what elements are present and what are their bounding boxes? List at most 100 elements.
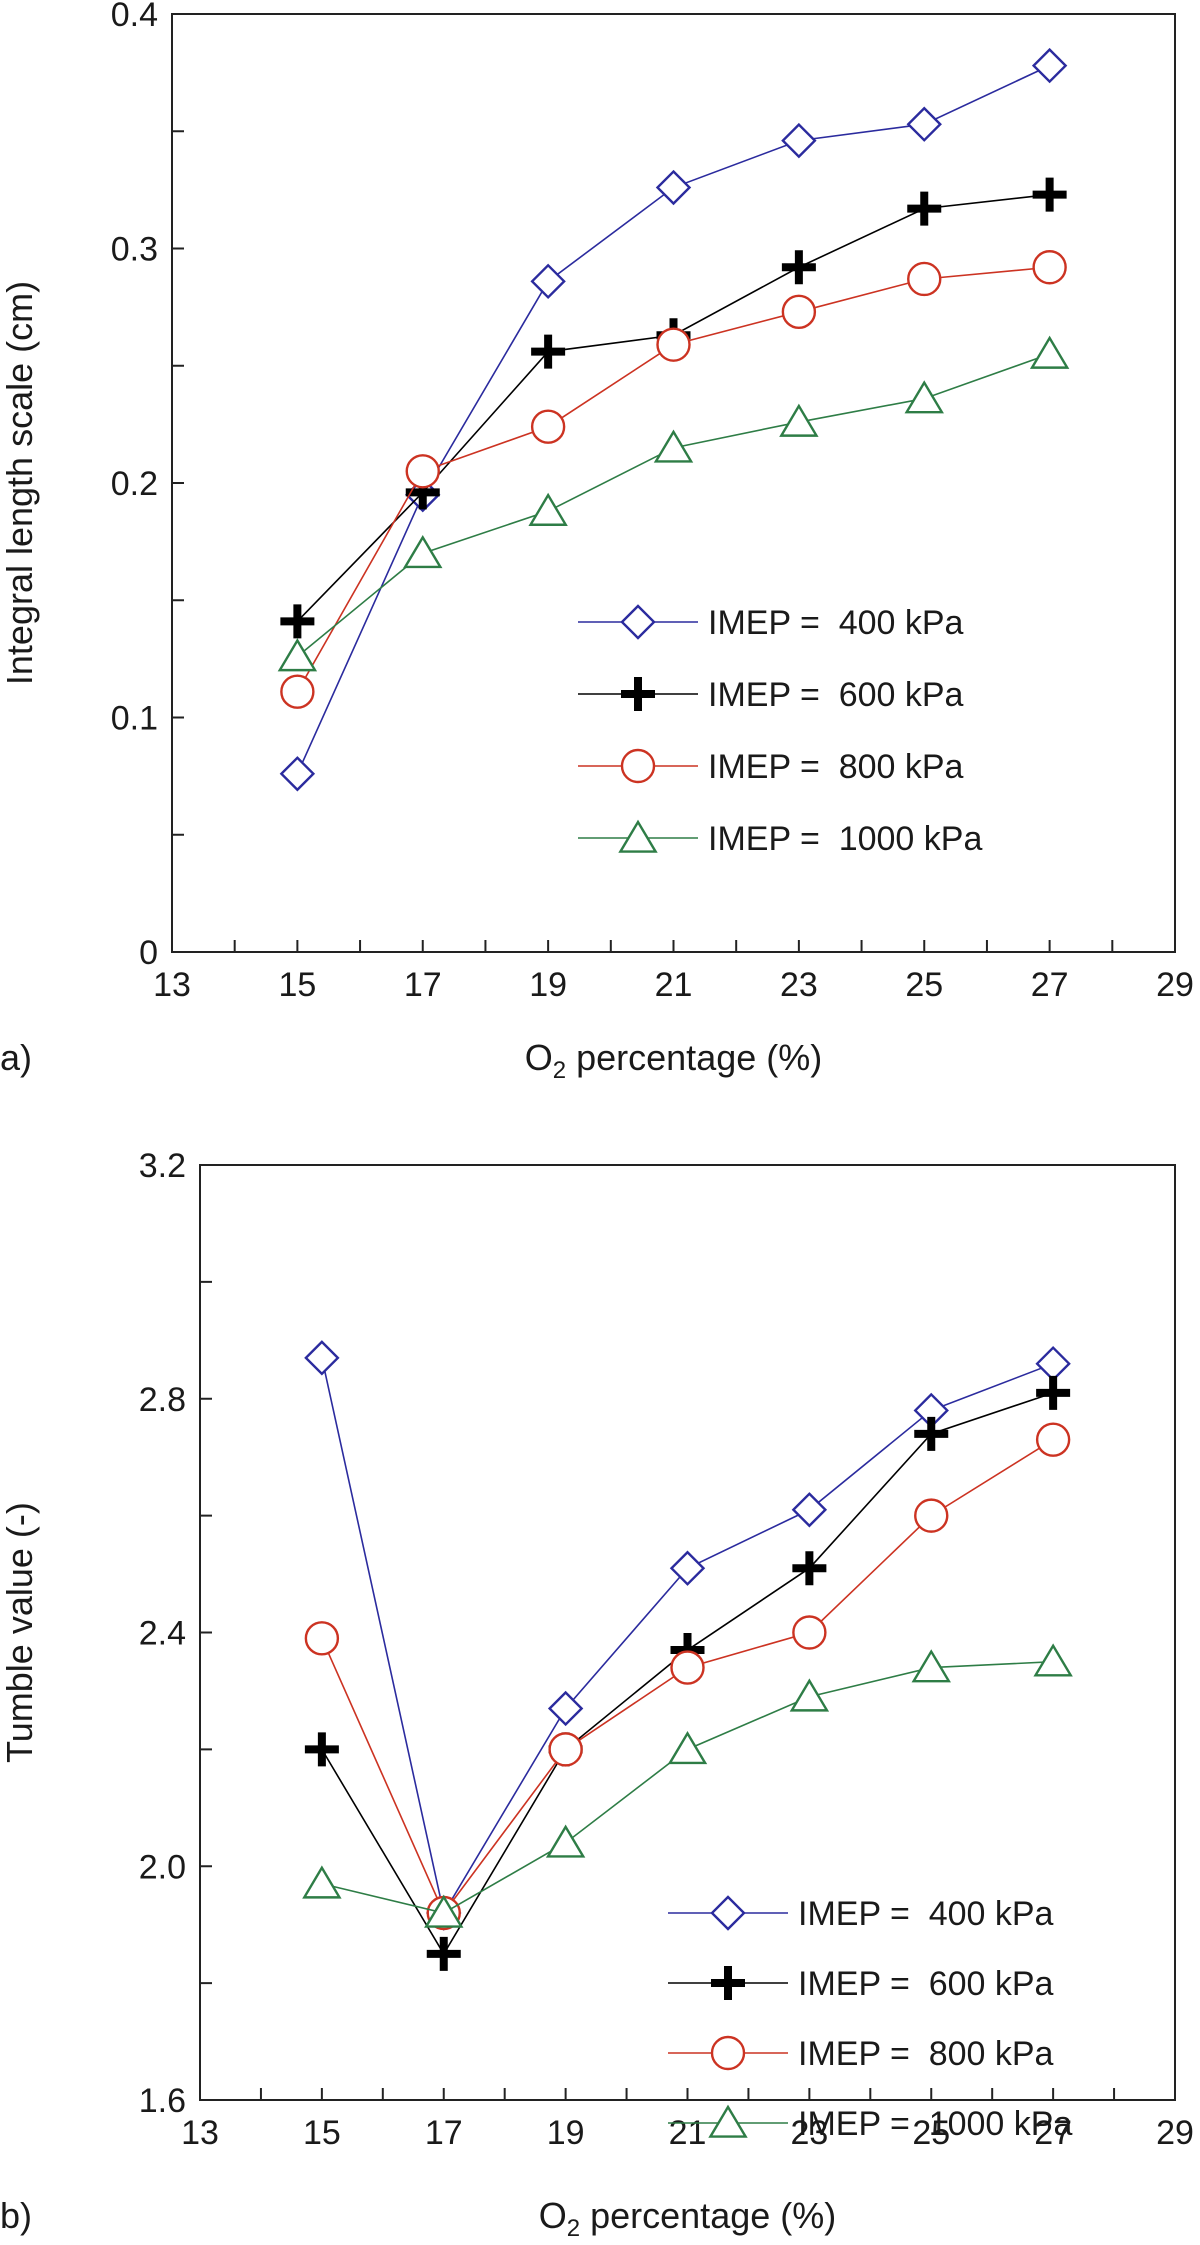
legend-entry: IMEP = 600 kPa xyxy=(578,676,964,714)
x-tick-label: 29 xyxy=(1156,2114,1194,2152)
data-point xyxy=(1031,47,1068,84)
data-point xyxy=(304,1732,339,1767)
plot-frame xyxy=(199,1164,1176,2101)
plot-frame xyxy=(171,13,1176,953)
data-point xyxy=(405,454,440,489)
data-point xyxy=(1035,1345,1071,1382)
legend-marker xyxy=(620,748,656,784)
y-tick-label: 0.3 xyxy=(111,231,158,269)
x-tick-label: 15 xyxy=(303,2114,341,2152)
data-point xyxy=(906,106,942,142)
data-point xyxy=(904,380,944,414)
data-point xyxy=(670,1650,705,1685)
y-tick-label: 2.4 xyxy=(139,1615,186,1653)
data-point xyxy=(304,1621,340,1656)
legend-label: IMEP = 800 kPa xyxy=(798,2035,1054,2073)
x-tick-label: 21 xyxy=(669,2114,707,2152)
data-point xyxy=(530,263,566,300)
legend-entry: IMEP = 1000 kPa xyxy=(578,819,982,858)
data-point xyxy=(304,1340,340,1376)
data-point xyxy=(547,1690,584,1727)
data-point xyxy=(792,1551,827,1586)
data-point xyxy=(667,1731,708,1765)
data-point xyxy=(669,1550,706,1586)
data-point xyxy=(280,674,315,709)
data-point xyxy=(655,169,692,206)
legend-label: IMEP = 800 kPa xyxy=(708,748,964,786)
data-point xyxy=(656,327,691,362)
panel-label: a) xyxy=(0,1037,32,1078)
y-tick-label: 0.4 xyxy=(111,0,158,34)
x-tick-label: 29 xyxy=(1156,966,1194,1004)
data-point xyxy=(1033,1643,1073,1677)
data-point xyxy=(531,334,566,369)
data-point xyxy=(403,535,443,569)
x-tick-label: 15 xyxy=(278,966,316,1004)
series-line xyxy=(321,1660,1054,1914)
legend-label: IMEP = 400 kPa xyxy=(708,604,964,642)
x-tick-label: 19 xyxy=(529,966,567,1004)
data-point xyxy=(781,250,816,285)
data-point xyxy=(1035,1422,1071,1457)
y-tick-label: 2.8 xyxy=(139,1381,186,1419)
data-point xyxy=(1032,250,1067,285)
x-axis-title-main: O xyxy=(525,1037,553,1078)
data-point xyxy=(914,1498,949,1533)
legend-marker xyxy=(618,819,658,853)
y-tick-label: 0.2 xyxy=(111,465,158,503)
y-axis-title: Integral length scale (cm) xyxy=(0,281,40,685)
data-point xyxy=(424,1894,464,1928)
data-point xyxy=(280,604,315,639)
x-axis-title-rest: percentage (%) xyxy=(566,1037,822,1078)
data-point xyxy=(548,1732,583,1767)
x-tick-label: 25 xyxy=(912,2114,950,2152)
data-point xyxy=(1036,1375,1071,1410)
legend-marker xyxy=(621,677,655,711)
y-tick-label: 2.0 xyxy=(139,1848,186,1886)
data-point xyxy=(781,294,817,330)
data-point xyxy=(1029,335,1070,369)
data-point xyxy=(277,638,318,672)
data-point xyxy=(279,756,316,792)
data-point xyxy=(914,1416,949,1451)
y-tick-label: 0 xyxy=(139,934,158,972)
x-axis-title-main: O xyxy=(539,2195,567,2236)
x-tick-label: 13 xyxy=(153,966,191,1004)
x-tick-label: 21 xyxy=(655,966,693,1004)
x-tick-label: 17 xyxy=(404,966,442,1004)
legend-label: IMEP = 1000 kPa xyxy=(798,2105,1072,2143)
legend-marker xyxy=(710,1895,746,1931)
data-point xyxy=(911,1649,951,1683)
y-tick-label: 1.6 xyxy=(139,2082,186,2120)
chart-panel-a: 13 15 17 19 21 23 25 27 29 0 0.1 0.2 0.3 0.4 Integral … xyxy=(0,0,1194,1084)
legend: IMEP = 400 kPa IMEP = 600 kPa IMEP = 800 k… xyxy=(668,1895,1072,2143)
x-axis-title-subscript: 2 xyxy=(567,2215,580,2242)
series-plus xyxy=(280,177,1067,639)
panel-label: b) xyxy=(0,2195,32,2236)
data-point xyxy=(545,1824,586,1858)
data-point xyxy=(792,1615,827,1650)
x-axis-title-subscript: 2 xyxy=(553,1057,566,1084)
y-tick-label: 0.1 xyxy=(111,700,158,738)
legend-marker xyxy=(711,1966,745,2000)
data-point xyxy=(302,1865,342,1899)
data-point xyxy=(907,191,942,226)
legend-label: IMEP = 600 kPa xyxy=(708,676,964,714)
data-point xyxy=(779,403,819,437)
x-tick-label: 17 xyxy=(425,2114,463,2152)
data-point xyxy=(426,1936,461,1971)
data-point xyxy=(791,1492,828,1528)
legend-entry: IMEP = 1000 kPa xyxy=(668,2104,1072,2143)
legend: IMEP = 400 kPa IMEP = 600 kPa IMEP = 800 k… xyxy=(578,604,982,858)
series-triangle xyxy=(302,1643,1073,1928)
data-point xyxy=(781,122,817,159)
legend-entry: IMEP = 800 kPa xyxy=(578,748,964,786)
legend-label: IMEP = 600 kPa xyxy=(798,1965,1054,2003)
x-tick-label: 13 xyxy=(181,2114,219,2152)
data-point xyxy=(1032,177,1067,212)
data-point xyxy=(907,261,942,297)
x-tick-label: 23 xyxy=(790,2114,828,2152)
legend-marker xyxy=(710,2035,746,2071)
series-triangle xyxy=(277,335,1070,672)
